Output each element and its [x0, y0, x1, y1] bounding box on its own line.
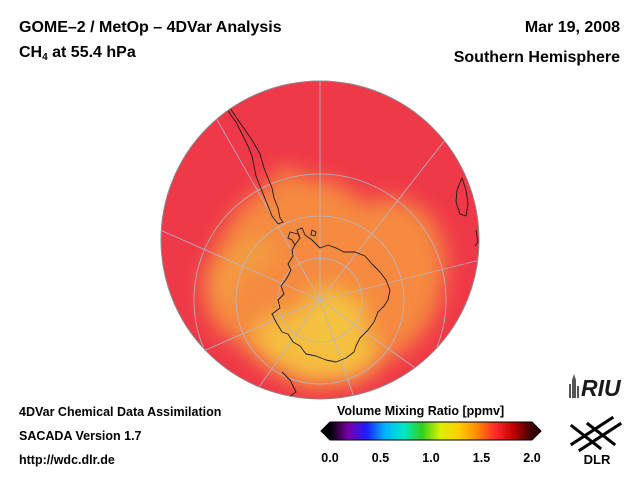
globe-map	[160, 80, 480, 400]
falkland-islands	[310, 229, 317, 237]
species-label: CH4 at 55.4 hPa	[19, 44, 136, 63]
antarctica-coastline	[271, 227, 391, 363]
methane-field	[204, 166, 446, 388]
colorbar-tick-label: 0.0	[321, 451, 339, 465]
colorbar-max-extension	[532, 422, 541, 440]
colorbar-min-extension	[321, 422, 330, 440]
colorbar-label: Volume Mixing Ratio [ppmv]	[337, 404, 505, 418]
graticule	[161, 81, 479, 399]
madagascar-coastline	[474, 229, 479, 247]
colorbar-tick-label: 0.5	[371, 451, 390, 465]
coastlines	[221, 99, 479, 397]
species-formula: CH	[19, 44, 43, 61]
species-pressure-level: at 55.4 hPa	[47, 44, 136, 61]
species-subscript: 4	[42, 52, 48, 63]
globe-outline	[160, 80, 480, 400]
colorbar-frame	[320, 421, 542, 441]
riu-logo: RIU	[569, 374, 622, 401]
new-zealand-coastline	[281, 371, 297, 397]
colorbar-gradient	[330, 422, 532, 440]
antarctic-peninsula	[287, 231, 301, 246]
africa-coastline	[455, 177, 469, 217]
riu-logo-text: RIU	[581, 375, 622, 401]
analysis-date: Mar 19, 2008	[524, 19, 620, 36]
colorbar	[320, 421, 542, 441]
footer-system: 4DVar Chemical Data Assimilation	[19, 405, 222, 419]
figure-title: GOME–2 / MetOp – 4DVar Analysis	[19, 19, 282, 36]
footer-version: SACADA Version 1.7	[19, 429, 142, 443]
dlr-logo: DLR	[569, 415, 623, 467]
colorbar-tick-label: 1.0	[422, 451, 440, 465]
hemisphere-label: Southern Hemisphere	[453, 49, 620, 66]
footer-url: http://wdc.dlr.de	[19, 453, 115, 467]
south-america-coastline	[221, 99, 284, 225]
dlr-logo-text: DLR	[584, 452, 611, 467]
colorbar-tick-label: 1.5	[472, 451, 491, 465]
colorbar-tick-label: 2.0	[523, 451, 541, 465]
